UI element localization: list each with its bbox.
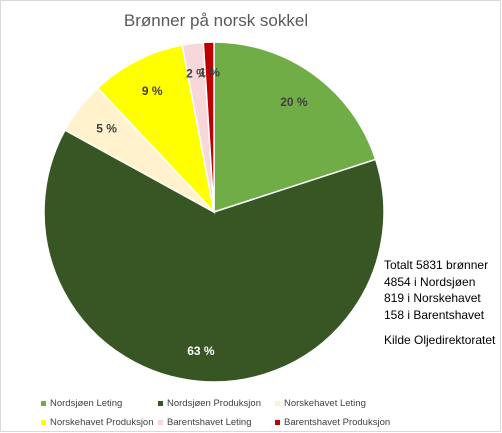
info-line-nordsjoen: 4854 i Nordsjøen (384, 274, 476, 289)
legend-swatch (275, 401, 280, 406)
legend-label: Barentshavet Produksjon (284, 417, 391, 428)
legend-row: Nordsjøen Leting Nordsjøen Produksjon No… (41, 394, 501, 413)
legend-swatch (158, 401, 163, 406)
legend-swatch (275, 420, 280, 425)
legend-label: Nordsjøen Produksjon (167, 398, 261, 409)
legend-swatch (41, 401, 46, 406)
pie-slice-norskehavet-produksjon (96, 44, 216, 215)
legend-label: Norskehavet Produksjon (50, 417, 154, 428)
slice-data-label: 1 % (199, 66, 220, 80)
legend-item-barentshavet-leting: Barentshavet Leting (158, 417, 275, 428)
info-source: Kilde Oljedirektoratet (384, 333, 496, 347)
legend-swatch (158, 420, 163, 425)
slice-data-label: 63 % (187, 344, 215, 358)
legend-label: Norskehavet Leting (284, 398, 366, 409)
info-annotation: Totalt 5831 brønner 4854 i Nordsjøen 819… (384, 257, 495, 349)
info-line-barentshavet: 158 i Barentshavet (384, 307, 485, 322)
slice-data-label: 5 % (96, 122, 117, 136)
pie-slice-nordsj-en-leting (213, 41, 377, 214)
pie-slice-nordsj-en-produksjon (43, 129, 385, 383)
legend-item-nordsjoen-leting: Nordsjøen Leting (41, 398, 158, 409)
legend-item-nordsjoen-produksjon: Nordsjøen Produksjon (158, 398, 275, 409)
info-line-norskehavet: 819 i Norskehavet (384, 291, 481, 305)
chart-title: Brønner på norsk sokkel (123, 11, 309, 30)
pie-slice-barentshavet-produksjon (202, 41, 215, 213)
slice-data-label: 2 % (186, 67, 207, 81)
legend-row: Norskehavet Produksjon Barentshavet Leti… (41, 413, 501, 432)
legend-swatch (41, 420, 46, 425)
pie-chart: 20 % 63 % 5 % 9 % 2 %1 % (43, 41, 385, 383)
legend-label: Barentshavet Leting (167, 417, 252, 428)
legend: Nordsjøen Leting Nordsjøen Produksjon No… (41, 394, 501, 432)
legend-item-barentshavet-produksjon: Barentshavet Produksjon (275, 417, 395, 428)
legend-item-norskehavet-produksjon: Norskehavet Produksjon (41, 417, 158, 428)
slice-data-label: 20 % (280, 95, 308, 109)
legend-item-norskehavet-leting: Norskehavet Leting (275, 398, 395, 409)
slice-data-label: 9 % (142, 84, 163, 98)
legend-label: Nordsjøen Leting (50, 398, 123, 409)
info-line-total: Totalt 5831 brønner (384, 258, 489, 272)
